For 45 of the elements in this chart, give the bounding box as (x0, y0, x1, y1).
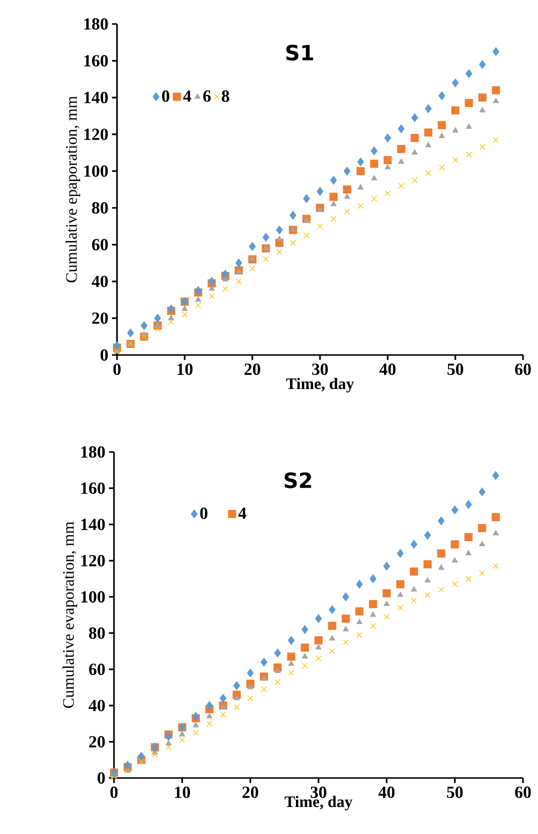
x-tick-label: 10 (175, 786, 190, 798)
legend-label: 0 (162, 90, 170, 102)
y-tick-label: 0 (98, 772, 105, 784)
y-tick-label: 80 (89, 627, 105, 639)
y-axis-title: Cumulative evaporation, mm (62, 522, 78, 708)
x-tick-label: 20 (244, 364, 260, 376)
y-tick-label: 40 (88, 700, 105, 712)
y-tick-label: 180 (84, 18, 108, 30)
x-tick-label: 20 (242, 786, 258, 798)
y-tick-label: 140 (81, 518, 105, 530)
y-tick-label: 20 (92, 312, 108, 324)
y-tick-label: 60 (92, 238, 108, 250)
y-tick-label: 80 (92, 202, 108, 214)
x-tick-label: 60 (515, 786, 531, 798)
legend-label: 4 (238, 508, 246, 519)
y-tick-label: 100 (81, 591, 105, 603)
x-tick-label: 30 (312, 364, 328, 376)
x-tick-label: 40 (378, 786, 395, 798)
x-tick-label: 40 (379, 364, 396, 376)
x-axis-title: Time, day (286, 378, 354, 392)
x-tick-label: 0 (110, 786, 118, 798)
y-tick-label: 120 (81, 554, 105, 566)
legend-label: 4 (183, 90, 192, 102)
y-tick-label: 180 (81, 446, 105, 458)
y-tick-label: 60 (89, 664, 105, 676)
text: S1 (286, 44, 314, 61)
legend-label: 6 (203, 90, 211, 102)
y-tick-label: 100 (84, 165, 108, 177)
legend-label: 0 (200, 508, 208, 520)
y-tick-label: 20 (89, 736, 105, 748)
y-tick-label: 140 (84, 92, 108, 104)
x-tick-label: 0 (113, 364, 121, 376)
x-tick-label: 50 (448, 364, 464, 376)
y-tick-label: 0 (100, 349, 108, 361)
x-tick-label: 10 (178, 364, 193, 376)
text: S2 (284, 472, 312, 488)
y-tick-label: 40 (92, 276, 108, 288)
x-tick-label: 30 (310, 786, 326, 798)
y-tick-label: 160 (84, 55, 108, 67)
legend-label: 8 (222, 90, 230, 102)
y-tick-label: 120 (84, 128, 108, 140)
x-tick-label: 60 (515, 364, 531, 376)
y-axis-title: Cumulative epaporation, mm (66, 96, 80, 282)
x-tick-label: 50 (447, 786, 463, 798)
y-tick-label: 160 (81, 482, 105, 494)
